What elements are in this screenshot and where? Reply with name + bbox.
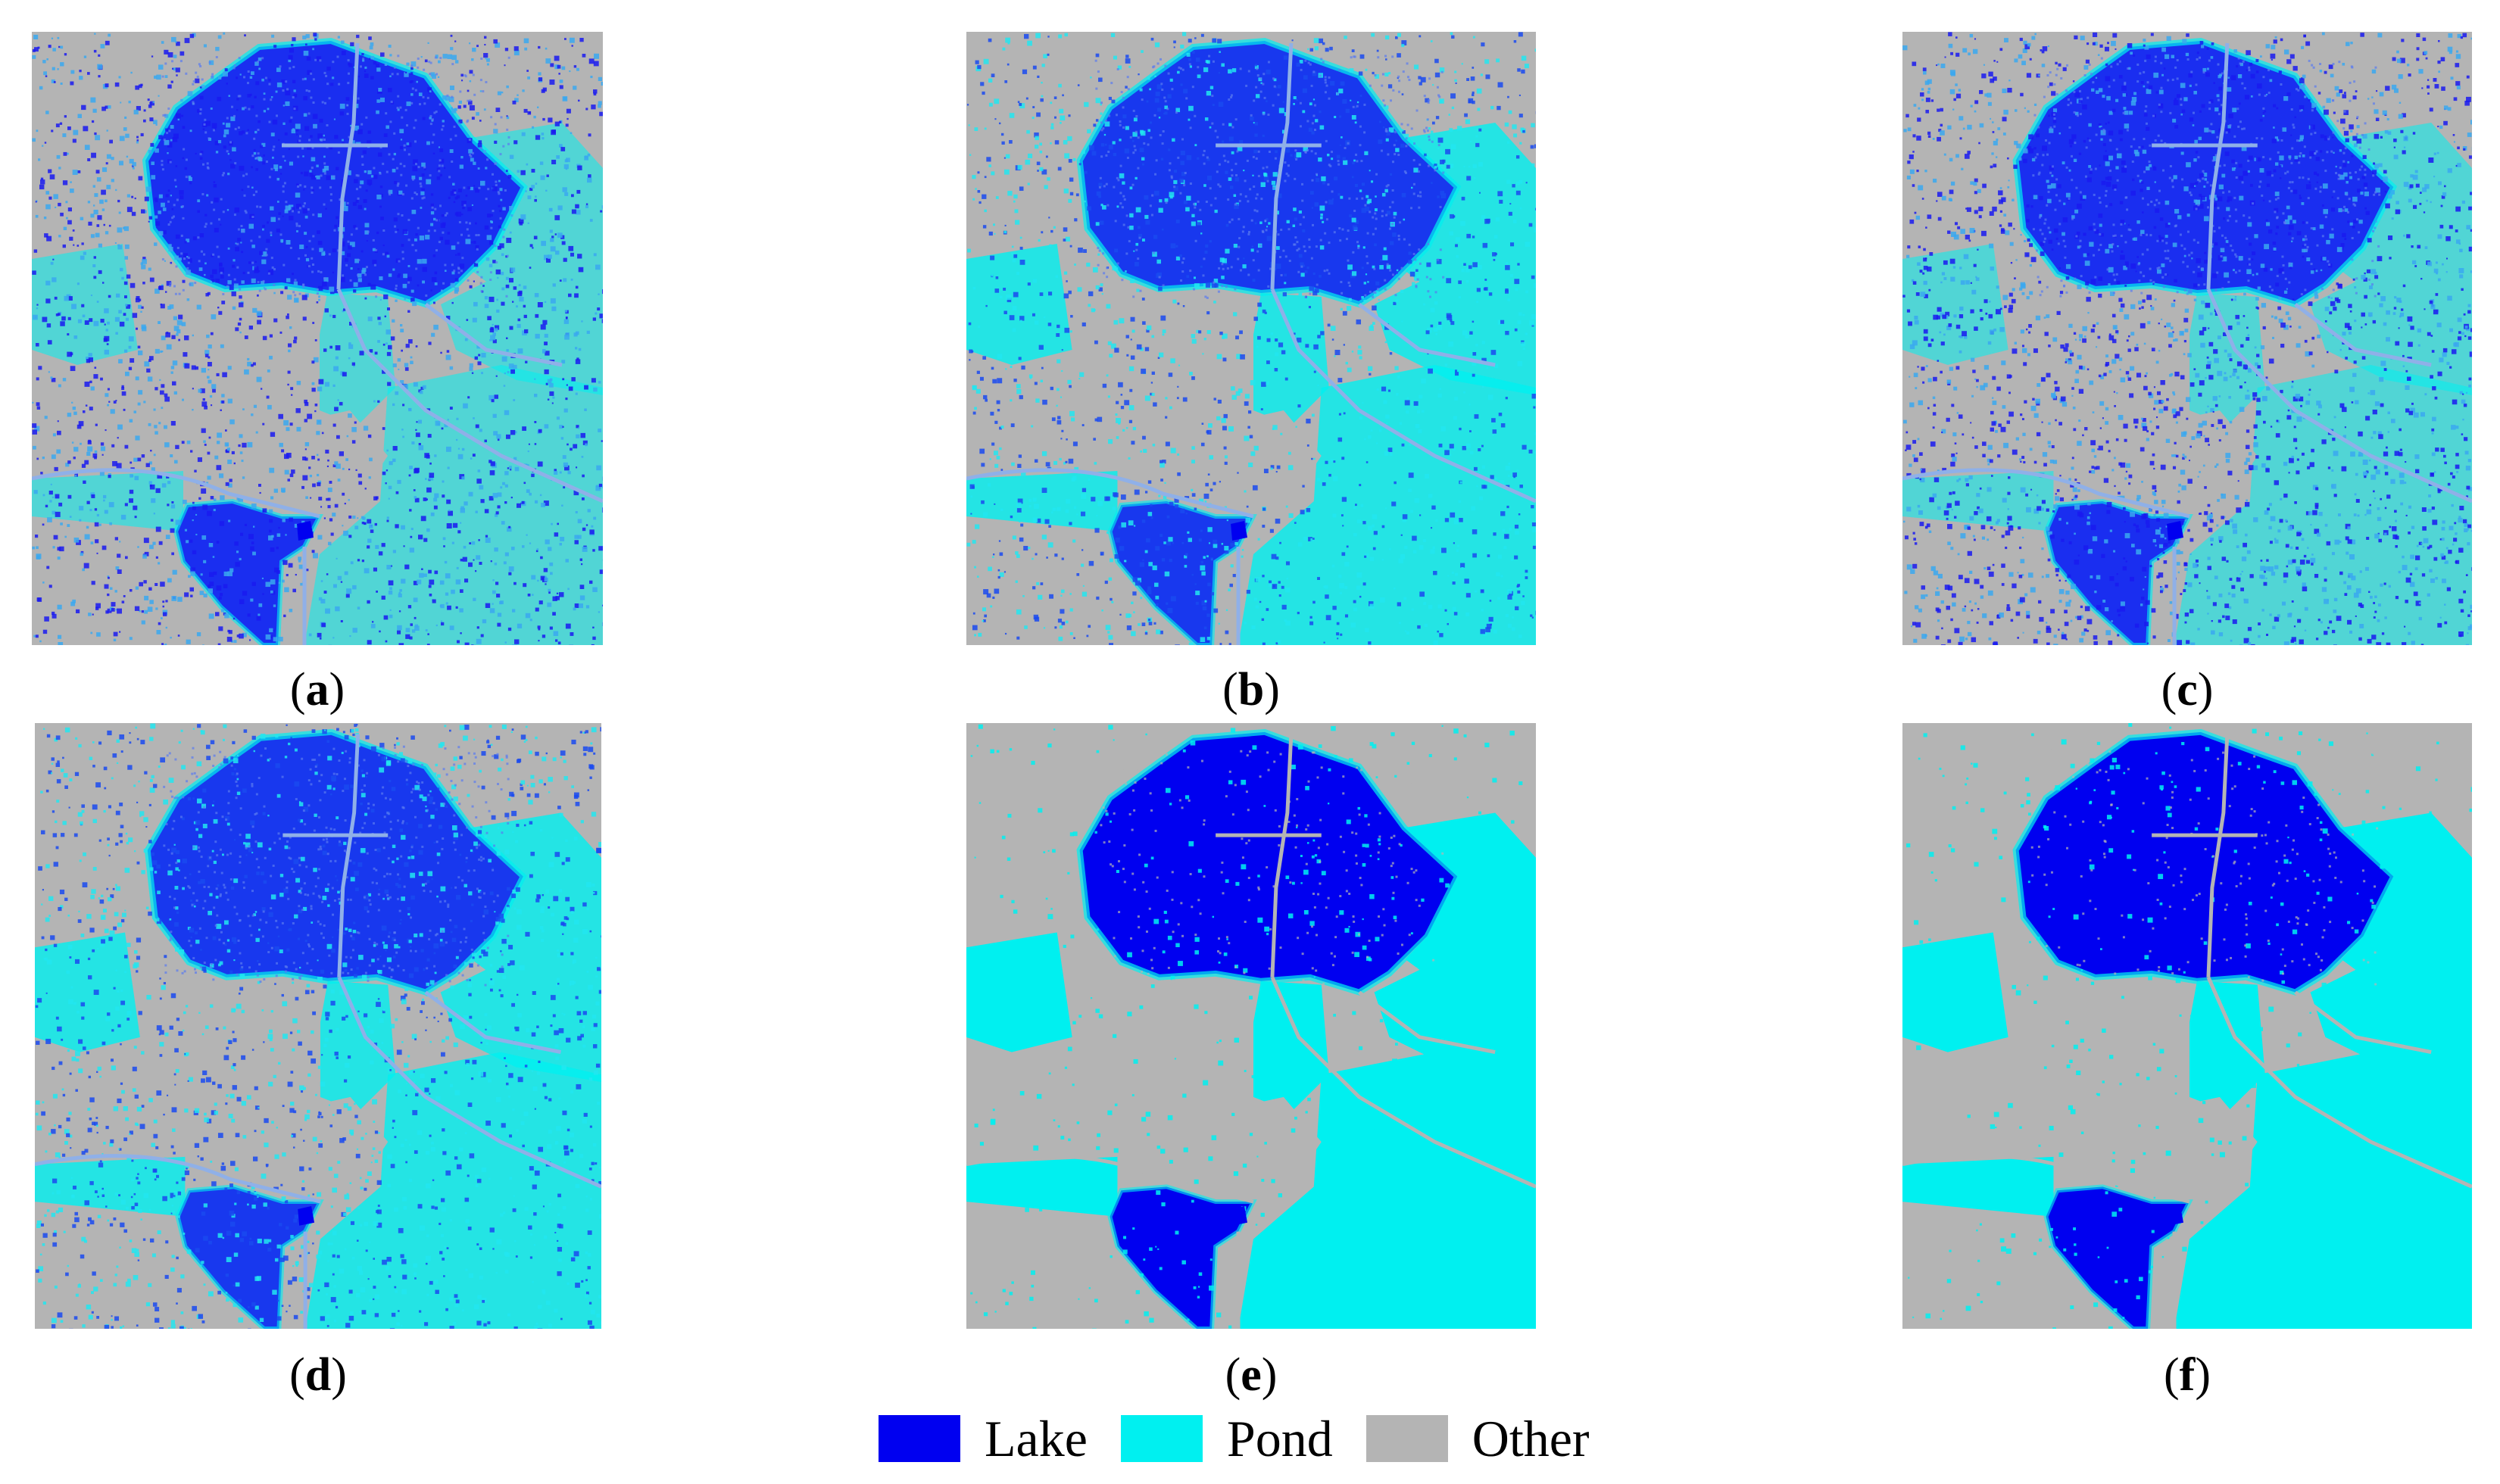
legend-label-pond: Pond	[1226, 1409, 1333, 1467]
caption-b: (b)	[1222, 664, 1280, 716]
classification-map-f	[1902, 723, 2472, 1329]
other-swatch	[1365, 1415, 1448, 1462]
classification-map-a	[32, 32, 603, 645]
legend-item-other: Other	[1365, 1409, 1590, 1469]
classification-map-d	[35, 723, 601, 1329]
classification-map-e	[966, 723, 1536, 1329]
caption-d: (d)	[289, 1349, 347, 1401]
panel-b	[966, 32, 1536, 645]
legend-item-pond: Pond	[1120, 1409, 1333, 1469]
legend-label-other: Other	[1472, 1409, 1590, 1467]
panel-f	[1902, 723, 2472, 1329]
lake-swatch	[879, 1415, 960, 1462]
legend: Lake Pond Other	[879, 1404, 1623, 1473]
legend-label-lake: Lake	[985, 1409, 1088, 1467]
caption-e: (e)	[1225, 1349, 1278, 1401]
caption-a: (a)	[289, 664, 345, 716]
panel-e	[966, 723, 1536, 1329]
panel-d	[35, 723, 601, 1329]
classification-map-b	[966, 32, 1536, 645]
caption-f: (f)	[2164, 1349, 2211, 1401]
classification-map-c	[1902, 32, 2472, 645]
panel-c	[1902, 32, 2472, 645]
legend-item-lake: Lake	[879, 1409, 1088, 1469]
pond-swatch	[1120, 1415, 1203, 1462]
caption-c: (c)	[2161, 664, 2214, 716]
panel-a	[32, 32, 603, 645]
